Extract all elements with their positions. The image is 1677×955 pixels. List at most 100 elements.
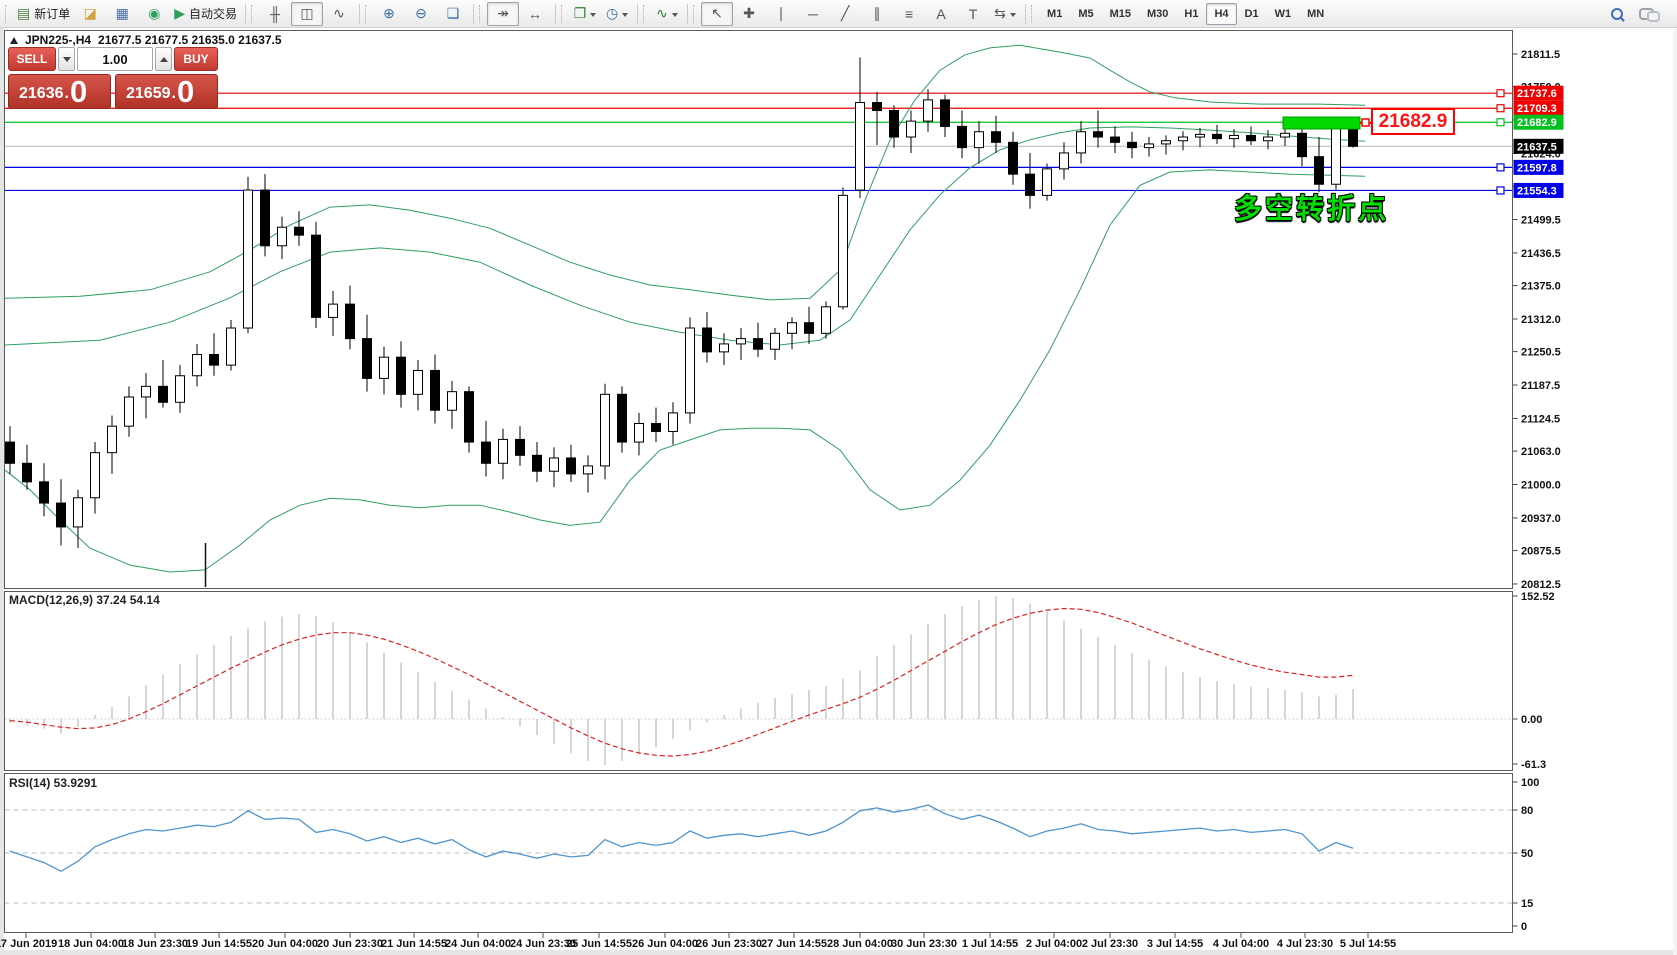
timeframe-mn-button[interactable]: MN	[1307, 7, 1325, 20]
volume-decrease-button[interactable]	[58, 47, 75, 71]
line-handle-square[interactable]	[1496, 89, 1505, 98]
indicators-list-button[interactable]: ∿	[651, 2, 683, 26]
tile-windows-button[interactable]: ❏	[437, 2, 469, 26]
price-level-tag-text: 21737.6	[1517, 88, 1557, 100]
price-level-tag[interactable]	[1513, 85, 1564, 101]
price-level-tag[interactable]	[1513, 182, 1564, 198]
timeframe-m15-button[interactable]: M15	[1109, 7, 1132, 20]
time-axis-label: 1 Jul 14:55	[962, 938, 1018, 950]
vertical-line-button[interactable]: ∣	[765, 2, 797, 26]
bar-chart-icon: ╫	[270, 5, 280, 22]
candlestick-chart-button[interactable]: ◫	[291, 1, 324, 26]
line-handle-square[interactable]	[1496, 186, 1505, 195]
price-level-tag[interactable]	[1513, 159, 1564, 175]
timeframe-m30-button[interactable]: M30	[1147, 7, 1169, 20]
candle	[685, 327, 695, 414]
timeframe-d1-button[interactable]: D1	[1244, 7, 1259, 20]
candle	[498, 438, 508, 464]
candle	[1008, 141, 1018, 175]
time-axis-label: 20 Jun 23:30	[317, 938, 383, 950]
collapse-chart-icon[interactable]	[10, 36, 18, 44]
candle	[192, 354, 202, 377]
time-axis-label: 20 Jun 04:00	[252, 938, 318, 950]
time-axis-label: 18 Jun 04:00	[58, 938, 124, 950]
timeframe-m1-button[interactable]: M1	[1047, 7, 1063, 20]
candle	[73, 497, 83, 528]
candle	[1042, 168, 1052, 196]
sell-price-display[interactable]: 21636. 0	[8, 74, 111, 109]
timeframe-h1-button[interactable]: H1	[1184, 7, 1199, 20]
rsi-axis-tick: 50	[1521, 848, 1533, 860]
bar-chart-button[interactable]: ╫	[259, 2, 291, 26]
candle	[1229, 134, 1239, 140]
price-axis-tick: 21187.5	[1521, 380, 1560, 392]
text-label-button[interactable]: T	[957, 2, 989, 26]
candle	[345, 303, 355, 340]
fibonacci-button[interactable]: ≡	[893, 2, 925, 26]
candle	[5, 441, 15, 464]
candle	[634, 422, 644, 443]
styler-button[interactable]: ◪	[74, 2, 106, 26]
price-axis-tick: 21250.5	[1521, 347, 1561, 359]
time-axis-label: 24 Jun 23:30	[510, 938, 576, 950]
community-chat-icon[interactable]	[1639, 6, 1660, 22]
auto-scroll-button[interactable]: ↠	[487, 1, 520, 26]
price-callout-tag[interactable]: 21682.9	[1371, 108, 1455, 135]
new-order-button[interactable]: ▤ 新订单	[13, 2, 74, 26]
timeframe-m5-button[interactable]: M5	[1078, 7, 1094, 20]
highlight-zone-bar[interactable]	[1282, 116, 1361, 130]
candle	[1178, 136, 1188, 142]
channel-icon: ∥	[873, 5, 881, 21]
rsi-line	[9, 804, 1354, 873]
auto-trading-button[interactable]: ▶ 自动交易	[170, 2, 241, 26]
candle	[209, 354, 219, 366]
zoom-out-button[interactable]: ⊖	[405, 2, 437, 26]
channel-button[interactable]: ∥	[861, 2, 893, 26]
buy-price-display[interactable]: 21659. 0	[115, 74, 218, 109]
macd-axis-tick: 152.52	[1521, 591, 1555, 603]
sell-price-big-digit: 0	[69, 74, 88, 109]
candle	[651, 422, 661, 432]
timeframe-w1-button[interactable]: W1	[1274, 7, 1292, 20]
price-level-tag[interactable]	[1513, 100, 1564, 116]
price-level-tag[interactable]	[1513, 138, 1564, 154]
bollinger-lower-band	[4, 169, 1366, 573]
signals-button[interactable]: ◉	[138, 2, 170, 26]
candle	[294, 226, 304, 236]
open-charts-button[interactable]: ▦	[106, 2, 138, 26]
candle	[1093, 131, 1103, 138]
candle	[396, 356, 406, 395]
chart-shift-button[interactable]: ↔	[519, 2, 551, 26]
time-axis-label: 19 Jun 14:55	[186, 938, 252, 950]
profiles-button[interactable]: ◷	[601, 2, 633, 26]
zoom-in-button[interactable]: ⊕	[373, 2, 405, 26]
buy-button[interactable]: BUY	[174, 47, 218, 71]
search-icon[interactable]	[1609, 6, 1625, 22]
sell-button[interactable]: SELL	[8, 47, 56, 71]
candle	[872, 102, 882, 111]
new-chart-button[interactable]: ❐	[569, 2, 601, 26]
line-handle-square[interactable]	[1496, 104, 1505, 113]
price-axis-tick: 21124.5	[1521, 413, 1560, 425]
line-handle-square[interactable]	[1496, 118, 1505, 127]
price-level-tag-text: 21554.3	[1517, 185, 1557, 197]
volume-increase-button[interactable]	[155, 47, 172, 71]
crosshair-button[interactable]: ✚	[733, 2, 765, 26]
callout-anchor-square	[1361, 118, 1370, 127]
price-level-tag[interactable]	[1513, 114, 1564, 130]
line-chart-button[interactable]: ∿	[323, 2, 355, 26]
time-axis-label: 30 Jun 23:30	[891, 938, 957, 950]
timeframe-h4-button[interactable]: H4	[1206, 2, 1237, 25]
text-button[interactable]: A	[925, 2, 957, 26]
volume-input[interactable]: 1.00	[77, 47, 153, 71]
line-handle-square[interactable]	[1496, 163, 1505, 172]
rsi-axis-tick: 15	[1521, 898, 1533, 910]
sell-price-main: 21636	[19, 85, 64, 102]
candle	[1297, 132, 1307, 158]
arrows-button[interactable]: ⇆	[989, 2, 1021, 26]
horizontal-line-button[interactable]: ─	[797, 2, 829, 26]
cursor-button[interactable]: ↖	[701, 1, 734, 26]
trendline-button[interactable]: ╱	[829, 2, 861, 26]
candle	[1059, 152, 1069, 170]
